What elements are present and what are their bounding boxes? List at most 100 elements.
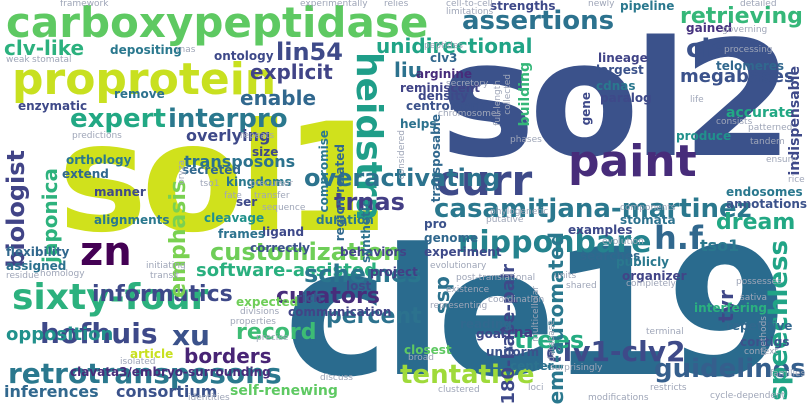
word-helps: helps xyxy=(400,117,437,131)
word-largest: largest xyxy=(596,63,644,77)
word-xu: xu xyxy=(172,319,210,352)
word-uniform: uniform xyxy=(486,345,540,359)
word-nipponbare: nipponbare xyxy=(458,225,652,260)
word-genome: genome xyxy=(424,231,479,245)
word-accurate: accurate xyxy=(726,105,795,121)
word-families: families xyxy=(770,369,806,379)
word-precursor: precursor xyxy=(250,179,294,189)
word-secreted: secreted xyxy=(182,163,241,177)
word-size: size xyxy=(252,145,279,159)
word-patterned: patterned xyxy=(748,123,793,133)
word-loci: loci xyxy=(528,383,544,393)
word-relies: relies xyxy=(384,0,409,9)
word-possesses: possesses xyxy=(736,277,782,287)
word-compromise: compromise xyxy=(317,130,331,213)
word-weak: weak xyxy=(6,55,30,65)
word-semi-automated: semi-automated xyxy=(544,232,568,404)
word-produce: produce xyxy=(676,129,732,143)
word-schemes: schemes xyxy=(304,260,422,288)
word-customization: customization xyxy=(210,238,401,266)
word-proprotein: proprotein xyxy=(12,54,277,105)
word-flexibility: flexibility xyxy=(6,245,70,259)
word-borders: borders xyxy=(184,344,272,368)
word-examples: examples xyxy=(568,223,633,237)
word-communication: communication xyxy=(288,305,392,319)
word-hofhuis: hofhuis xyxy=(40,317,158,350)
word-fate: fate xyxy=(224,191,242,201)
word-coordination: coordination xyxy=(488,295,545,305)
word-publicly: publicly xyxy=(616,255,669,269)
word-enable: enable xyxy=(240,86,317,110)
word-alignments: alignments xyxy=(94,213,170,227)
word-trees: trees xyxy=(514,326,585,354)
word-ligand: ligand xyxy=(262,225,305,239)
word-cycle-dependent: cycle-dependent xyxy=(710,391,786,401)
word-restricts: restricts xyxy=(650,383,687,393)
word-searches: searches xyxy=(580,249,641,263)
word-curr: curr xyxy=(436,156,533,205)
word-self-renewing: self-renewing xyxy=(230,383,338,399)
word-surprisingly: surprisingly xyxy=(550,363,603,373)
word-article: article xyxy=(130,347,174,361)
word-tso1-small: tso1 xyxy=(200,179,220,189)
word-paint: paint xyxy=(568,136,697,187)
word-heidstra: heidstra xyxy=(348,52,389,221)
word-components: components xyxy=(620,203,676,213)
word-cle19: cle19 xyxy=(284,211,789,404)
word-ontology: ontology xyxy=(214,49,274,63)
word-pro: pro xyxy=(424,217,447,231)
word-building: building xyxy=(517,62,533,127)
word-properties: properties xyxy=(230,317,276,327)
word-units: units xyxy=(554,271,577,281)
word-tandem: tandem xyxy=(750,137,785,147)
word-collected: collected xyxy=(503,74,513,115)
word-gained: gained xyxy=(686,21,733,35)
word-manner: manner xyxy=(94,185,146,199)
word-newly: newly xyxy=(588,0,615,9)
word-phylogenetic: phylogenetic xyxy=(490,207,549,217)
word-stomata: stomata xyxy=(620,213,676,227)
word-tso1: tso1 xyxy=(700,236,740,255)
word-initiating: initiating xyxy=(146,261,186,271)
word-rich: rich xyxy=(296,291,322,305)
word-zn: zn xyxy=(80,229,132,275)
word-unidirectional: unidirectional xyxy=(376,34,533,58)
word-enzymatic: enzymatic xyxy=(18,99,88,113)
word-sol2: sol2 xyxy=(440,6,793,193)
word-cell-to-cell: cell-to-cell xyxy=(446,0,493,9)
word-context: context xyxy=(744,347,778,357)
word-transposons: transposons xyxy=(184,152,296,171)
word-experiment: experiment xyxy=(424,245,502,259)
word-cleavage: cleavage xyxy=(204,211,265,225)
word-closest: closest xyxy=(404,343,452,357)
word-ensure: ensure xyxy=(766,155,797,165)
word-multicellular: multicellular xyxy=(531,286,541,342)
word-assertions: assertions xyxy=(462,6,615,36)
word-liu: liu xyxy=(394,58,422,82)
word-identities: identities xyxy=(188,393,230,403)
word-clustered: clustered xyxy=(438,385,480,395)
word-orthology: orthology xyxy=(66,153,132,167)
word-modifications: modifications xyxy=(588,393,649,403)
word-framework: framework xyxy=(60,0,109,9)
word-gene: gene xyxy=(579,92,593,126)
word-behaviors: behaviors xyxy=(340,245,407,259)
word-extend: extend xyxy=(62,167,109,181)
word-dream: dream xyxy=(716,210,796,235)
word-divisions: divisions xyxy=(240,307,280,317)
word-evolution: evolution xyxy=(602,237,644,247)
word-duration: duration xyxy=(316,213,374,227)
word-existence: existence xyxy=(446,285,490,295)
word-sativa: sativa xyxy=(740,293,768,303)
word-lineage: lineage xyxy=(598,51,648,65)
word-interpro: interpro xyxy=(168,104,288,134)
word-casamitjana-martinez: casamitjana-martinez xyxy=(434,194,752,224)
word-kingdoms: kingdoms xyxy=(226,175,292,189)
word-software-assisted: software-assisted xyxy=(196,260,378,281)
word-clavata3-embryo-surrounding: clavata3/embryo-surrounding xyxy=(70,365,271,379)
word-explicit: explicit xyxy=(250,60,333,84)
word-endosomes: endosomes xyxy=(726,185,803,199)
word-discuss: discuss xyxy=(320,373,353,383)
word-goal: goal xyxy=(476,327,506,341)
word-synthetic: synthetic xyxy=(359,200,373,263)
